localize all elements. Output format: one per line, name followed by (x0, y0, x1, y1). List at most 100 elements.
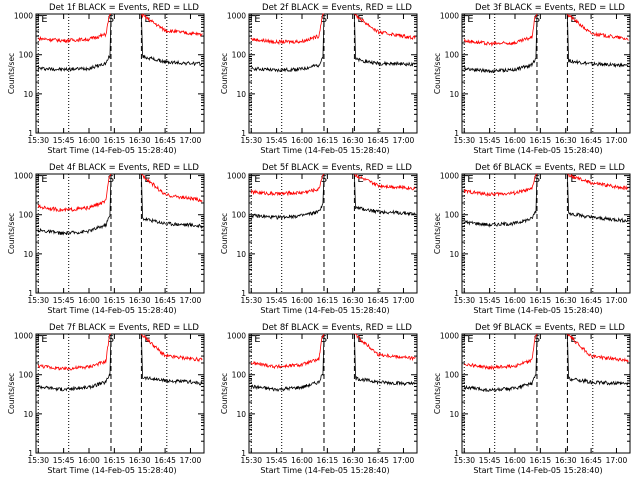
x-tick-label: 16:30 (129, 456, 151, 465)
x-tick-label: 15:45 (479, 296, 501, 305)
y-axis-label: Counts/sec (7, 373, 16, 414)
series-events-line (141, 333, 203, 386)
time-marker-label: E (570, 14, 576, 25)
series-lld-line (567, 173, 629, 191)
y-tick-label: 1000 (440, 172, 459, 181)
chart-panel-9: Det 9f BLACK = Events, RED = LLD 1 10 100 10… (433, 323, 631, 475)
y-axis-label: Counts/sec (433, 53, 442, 94)
series-lld-line (141, 173, 203, 203)
x-tick-label: 15:45 (53, 296, 75, 305)
time-marker-label: E (467, 334, 473, 345)
x-tick-label: 17:00 (606, 456, 628, 465)
series-events-line (463, 173, 538, 228)
x-tick-label: 16:30 (342, 456, 364, 465)
x-tick-label: 15:45 (53, 136, 75, 145)
chart-panel-5: Det 5f BLACK = Events, RED = LLD 1 10 100 10… (220, 163, 418, 315)
x-tick-label: 16:30 (342, 136, 364, 145)
x-tick-label: 16:45 (580, 136, 602, 145)
time-marker-label: E (357, 174, 363, 185)
x-tick-label: 17:00 (393, 456, 415, 465)
x-axis-label: Start Time (14-Feb-05 15:28:40) (473, 146, 602, 155)
x-tick-label: 16:00 (291, 136, 313, 145)
y-tick-label: 10 (449, 250, 459, 259)
x-tick-label: 16:15 (530, 296, 552, 305)
y-tick-label: 1000 (440, 12, 459, 21)
x-tick-label: 16:00 (504, 296, 526, 305)
series-lld-line (354, 173, 416, 191)
x-axis-label: Start Time (14-Feb-05 15:28:40) (473, 466, 602, 475)
x-tick-label: 15:30 (453, 136, 475, 145)
y-tick-label: 10 (23, 410, 33, 419)
time-marker-label: E (41, 174, 47, 185)
series-lld-line (463, 173, 538, 198)
time-marker-label: E (570, 174, 576, 185)
chart-panel-4: Det 4f BLACK = Events, RED = LLD 1 10 100 10… (7, 163, 205, 315)
y-tick-label: 1 (241, 289, 246, 298)
time-marker-label: E (41, 14, 47, 25)
y-tick-label: 10 (23, 90, 33, 99)
series-lld-line (354, 13, 416, 41)
series-events-line (38, 333, 112, 392)
y-tick-label: 1 (454, 129, 459, 138)
series-events-line (37, 13, 112, 72)
series-events-line (141, 173, 203, 230)
y-tick-label: 1000 (14, 12, 33, 21)
chart-title: Det 3f BLACK = Events, RED = LLD (475, 3, 625, 13)
plot-frame (35, 333, 205, 454)
time-marker-label: E (144, 174, 150, 185)
x-tick-label: 16:45 (367, 456, 389, 465)
series-events-line (463, 333, 538, 393)
x-axis-label: Start Time (14-Feb-05 15:28:40) (260, 306, 389, 315)
y-axis-label: Counts/sec (7, 213, 16, 254)
time-marker-label: E (144, 14, 150, 25)
chart-title: Det 8f BLACK = Events, RED = LLD (262, 323, 412, 333)
chart-panel-3: Det 3f BLACK = Events, RED = LLD 1 10 100 10… (433, 3, 631, 155)
y-tick-label: 100 (19, 211, 34, 220)
plot-frame (461, 173, 631, 294)
series-lld-line (250, 173, 325, 197)
series-events-line (567, 333, 629, 386)
y-tick-label: 1000 (14, 332, 33, 341)
y-tick-label: 100 (445, 371, 460, 380)
x-tick-label: 15:45 (479, 456, 501, 465)
x-axis-label: Start Time (14-Feb-05 15:28:40) (47, 306, 176, 315)
chart-title: Det 4f BLACK = Events, RED = LLD (49, 163, 199, 173)
x-tick-label: 16:45 (367, 136, 389, 145)
y-tick-label: 1000 (440, 332, 459, 341)
x-tick-label: 16:30 (129, 296, 151, 305)
chart-panel-8: Det 8f BLACK = Events, RED = LLD 1 10 100 10… (220, 323, 418, 475)
series-events-line (37, 173, 112, 236)
chart-panel-1: Det 1f BLACK = Events, RED = LLD 1 10 100 10… (7, 3, 205, 155)
time-marker-label: E (254, 14, 260, 25)
x-tick-label: 16:45 (580, 456, 602, 465)
series-lld-line (567, 333, 629, 363)
y-tick-label: 100 (445, 51, 460, 60)
x-axis-label: Start Time (14-Feb-05 15:28:40) (47, 466, 176, 475)
series-lld-line (354, 333, 416, 362)
plot-frame (248, 173, 418, 294)
chart-panel-6: Det 6f BLACK = Events, RED = LLD 1 10 100 10… (433, 163, 631, 315)
x-tick-label: 16:15 (104, 296, 126, 305)
x-tick-label: 15:45 (266, 296, 288, 305)
x-tick-label: 16:30 (342, 296, 364, 305)
x-tick-label: 16:00 (291, 456, 313, 465)
series-events-line (250, 333, 325, 392)
time-marker-label: E (254, 174, 260, 185)
chart-title: Det 2f BLACK = Events, RED = LLD (262, 3, 412, 13)
x-tick-label: 16:15 (317, 136, 339, 145)
x-tick-label: 16:15 (317, 296, 339, 305)
chart-title: Det 5f BLACK = Events, RED = LLD (262, 163, 412, 173)
x-tick-label: 16:00 (78, 136, 100, 145)
series-events-line (250, 173, 325, 220)
series-lld-line (250, 13, 325, 46)
x-tick-label: 17:00 (180, 456, 202, 465)
x-tick-label: 16:00 (504, 456, 526, 465)
y-tick-label: 100 (232, 211, 247, 220)
x-tick-label: 16:30 (129, 136, 151, 145)
series-lld-line (37, 173, 112, 213)
x-tick-label: 15:30 (27, 296, 49, 305)
x-tick-label: 16:15 (530, 456, 552, 465)
x-tick-label: 16:15 (317, 456, 339, 465)
y-tick-label: 1000 (14, 172, 33, 181)
x-tick-label: 16:30 (555, 456, 577, 465)
